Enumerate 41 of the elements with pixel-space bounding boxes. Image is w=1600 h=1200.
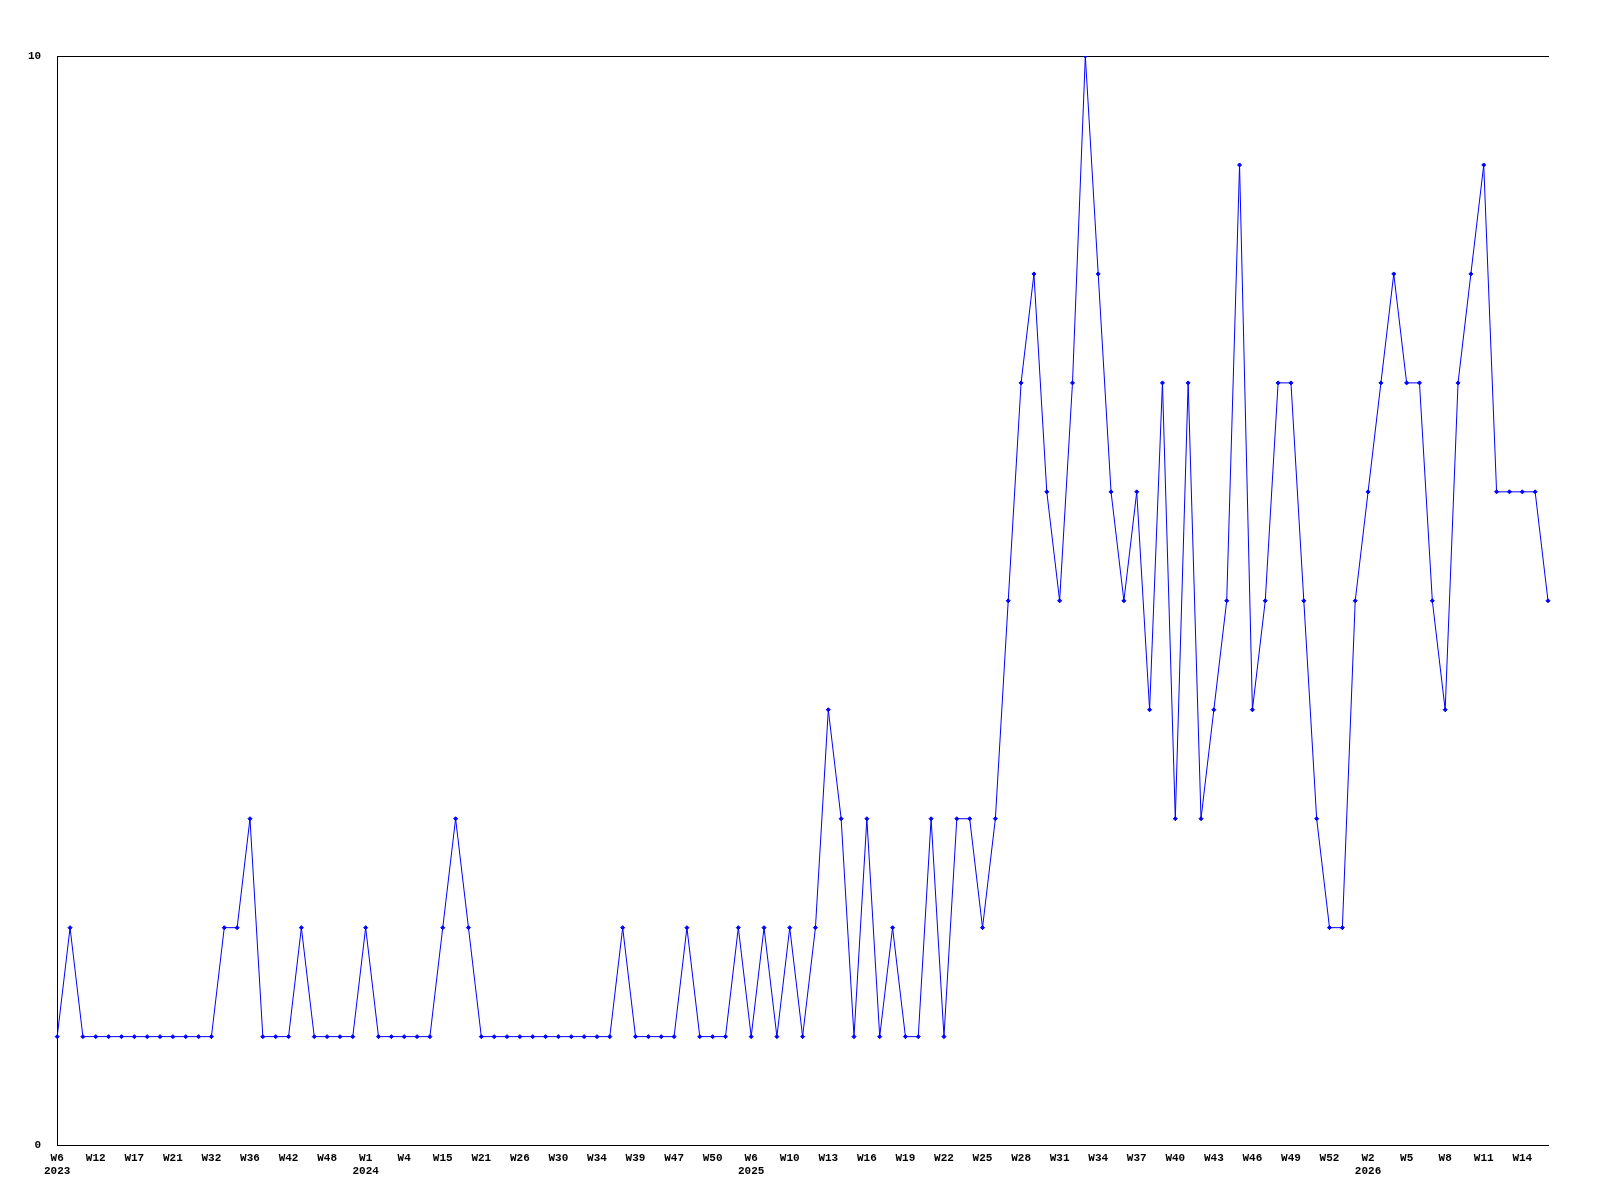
x-tick-label: W31: [1049, 1151, 1070, 1164]
x-tick-label: W46: [1242, 1151, 1263, 1164]
y-tick-label: 0: [34, 1139, 42, 1152]
x-tick-label: W11: [1473, 1151, 1495, 1164]
x-tick-label: W14: [1512, 1151, 1533, 1164]
x-tick-label: W40: [1165, 1151, 1186, 1164]
x-tick-label: W15: [432, 1151, 454, 1164]
x-tick-label: W28: [1011, 1151, 1032, 1164]
x-tick-label: W36: [240, 1151, 260, 1164]
x-tick-label: W2 2026: [1354, 1151, 1382, 1178]
x-tick-label: W34: [587, 1151, 608, 1164]
x-tick-label: W48: [317, 1151, 338, 1164]
x-tick-label: W1 2024: [352, 1151, 380, 1178]
x-tick-label: W13: [818, 1151, 839, 1164]
y-tick-label: 10: [28, 49, 42, 62]
x-tick-label: W5: [1400, 1151, 1414, 1164]
x-tick-label: W8: [1438, 1151, 1453, 1164]
x-tick-label: W25: [972, 1151, 993, 1164]
x-tick-label: W17: [124, 1151, 145, 1164]
x-tick-label: W12: [85, 1151, 106, 1164]
x-tick-label: W10: [779, 1151, 800, 1164]
x-tick-label: W34: [1088, 1151, 1109, 1164]
x-tick-label: W37: [1126, 1151, 1147, 1164]
x-tick-label: W42: [278, 1151, 299, 1164]
x-tick-label: W47: [664, 1151, 684, 1164]
x-tick-label: W43: [1203, 1151, 1225, 1164]
x-tick-label: W30: [548, 1151, 569, 1164]
x-tick-label: W32: [201, 1151, 222, 1164]
x-tick-label: W4: [397, 1151, 412, 1164]
x-tick-label: W49: [1281, 1151, 1301, 1164]
x-tick-label: W6 2023: [44, 1151, 71, 1178]
x-tick-label: W21: [471, 1151, 492, 1164]
x-tick-label: W39: [625, 1151, 646, 1164]
x-tick-label: W16: [856, 1151, 877, 1164]
x-tick-label: W52: [1319, 1151, 1340, 1164]
x-tick-label: W26: [509, 1151, 530, 1164]
x-tick-label: W50: [702, 1151, 723, 1164]
x-tick-label: W6 2025: [737, 1151, 765, 1178]
x-tick-label: W21: [162, 1151, 184, 1164]
x-tick-label: W22: [934, 1151, 954, 1164]
x-tick-label: W19: [895, 1151, 916, 1164]
